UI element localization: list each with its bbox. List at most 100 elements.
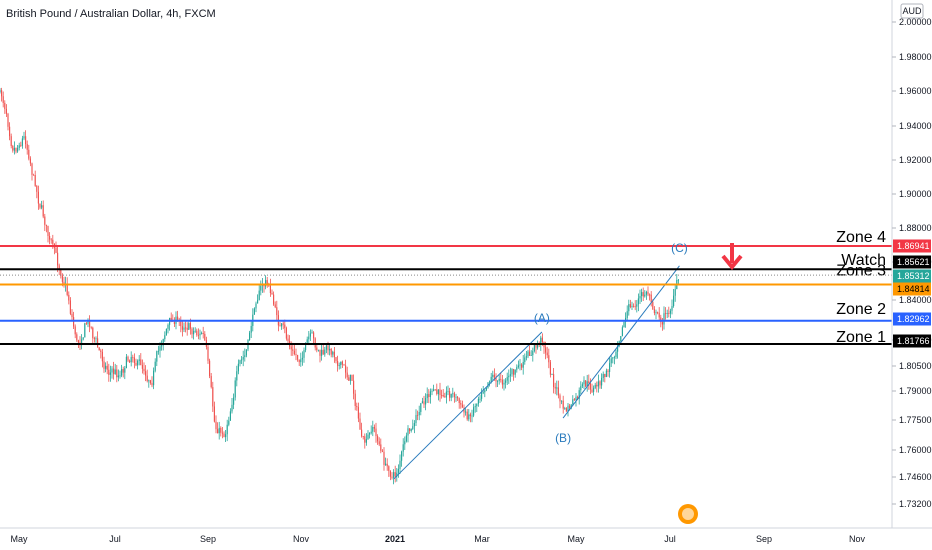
news-event-icon[interactable] [678, 504, 698, 524]
candle-body [23, 136, 25, 139]
candle-body [12, 145, 14, 151]
x-tick-label: Sep [756, 534, 772, 544]
candle-body [257, 299, 259, 304]
candle-body [343, 364, 345, 366]
candle-body [655, 312, 657, 314]
candle-body [180, 319, 182, 327]
candle-body [98, 347, 100, 351]
candle-body [490, 376, 492, 382]
candle-body [185, 327, 187, 329]
candle-body [425, 398, 427, 405]
candle-body [631, 305, 633, 307]
y-tick-label: 1.84000 [899, 295, 932, 305]
candle-body [231, 404, 233, 412]
candle-body [421, 401, 423, 404]
y-tick-label: 1.76000 [899, 445, 932, 455]
candle-body [465, 411, 467, 413]
candle-body [245, 349, 247, 356]
candle-body [383, 451, 385, 465]
candle-body [509, 374, 511, 376]
candle-body [495, 377, 497, 382]
wave-trend-line[interactable] [562, 265, 680, 419]
candle-body [429, 391, 431, 398]
candle-body [455, 396, 457, 398]
candle-body [340, 361, 342, 366]
price-badge-zone3-bg [893, 282, 931, 296]
candle-body [17, 147, 19, 152]
candle-body [124, 368, 126, 373]
candle-body [121, 369, 123, 376]
candle-body [626, 311, 628, 319]
candle-body [9, 126, 11, 137]
candle-body [137, 360, 139, 366]
y-tick-label: 1.98000 [899, 52, 932, 62]
candle-body [388, 466, 390, 471]
candle-body [143, 368, 145, 372]
candle-body [322, 349, 324, 355]
candle-body [565, 408, 567, 412]
currency-box[interactable]: AUD [900, 3, 924, 19]
candle-body [593, 387, 595, 392]
candle-body [295, 354, 297, 355]
candle-body [677, 279, 679, 281]
candle-body [353, 380, 355, 394]
candle-body [591, 389, 593, 392]
candle-body [167, 324, 169, 329]
candle-body [311, 332, 313, 334]
candle-body [580, 386, 582, 391]
price-badge-zone2-bg [893, 312, 931, 326]
candle-body [649, 294, 651, 296]
candle-body [377, 436, 379, 442]
candle-body [285, 327, 287, 339]
x-tick-label: Nov [293, 534, 310, 544]
candle-body [338, 365, 340, 366]
candle-body [181, 326, 183, 330]
candle-body [5, 108, 7, 114]
candle-body [333, 351, 335, 358]
candle-body [567, 405, 569, 412]
candle-body [337, 360, 339, 366]
candle-body [359, 418, 361, 430]
candle-body [170, 317, 172, 320]
candle-body [282, 323, 284, 325]
candle-body [548, 355, 550, 363]
candle-body [308, 336, 310, 340]
candle-body [269, 285, 271, 294]
candle-body [13, 147, 15, 151]
candle-body [409, 428, 411, 431]
candle-body [401, 451, 403, 461]
wave-trend-line[interactable] [393, 331, 543, 480]
candle-body [233, 397, 235, 405]
candle-body [529, 351, 531, 356]
candle-body [1, 90, 3, 97]
candle-body [482, 392, 484, 394]
time-axis[interactable]: May Jul Sep Nov 2021 Mar May Jul Sep Nov [10, 534, 865, 544]
candle-body [449, 391, 451, 398]
candle-body [524, 357, 526, 362]
candle-body [647, 291, 649, 295]
candle-body [396, 472, 398, 477]
candle-body [29, 158, 31, 164]
candle-body [561, 400, 563, 402]
candle-body [47, 225, 49, 237]
candle-body [52, 239, 54, 244]
candle-body [423, 401, 425, 405]
candle-body [541, 337, 543, 342]
currency-label: AUD [902, 6, 922, 16]
candle-body [674, 289, 676, 296]
candle-body [484, 390, 486, 393]
candle-body [69, 300, 71, 314]
candle-body [458, 398, 460, 404]
candle-body [34, 175, 36, 186]
candle-body [111, 368, 113, 373]
candle-body [42, 205, 44, 217]
candle-body [60, 270, 62, 276]
candle-body [89, 319, 91, 327]
candle-body [201, 332, 203, 334]
x-tick-label: May [567, 534, 585, 544]
candle-body [161, 345, 163, 347]
candle-body [605, 370, 607, 377]
candle-body [661, 322, 663, 325]
candle-body [228, 420, 230, 425]
